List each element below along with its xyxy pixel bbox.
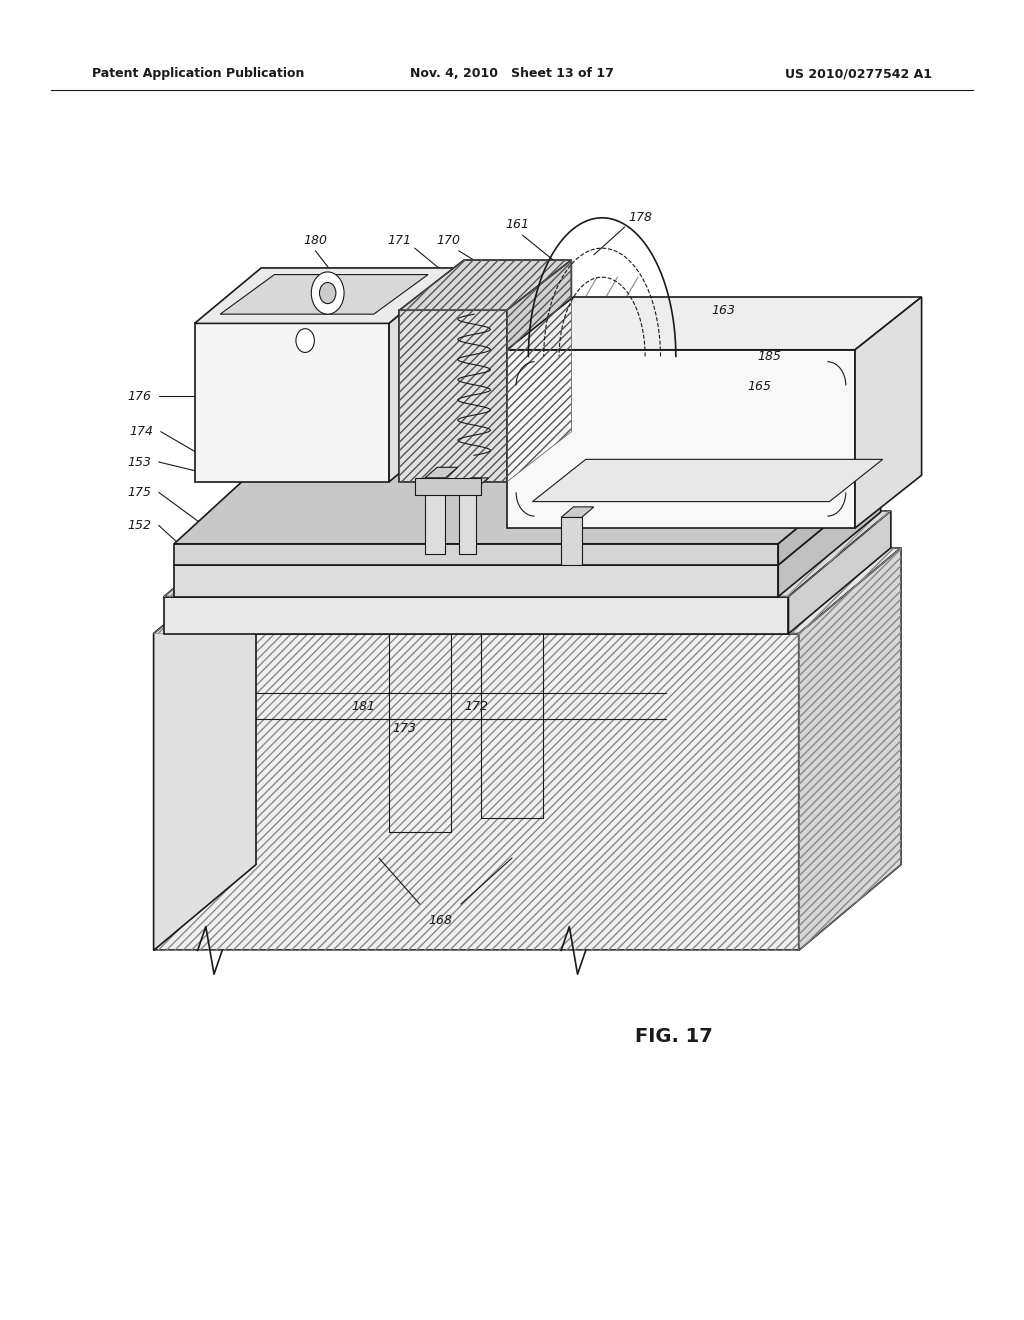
Polygon shape (154, 548, 901, 634)
Polygon shape (425, 478, 445, 554)
Text: 170: 170 (436, 234, 461, 247)
Polygon shape (164, 511, 891, 597)
Circle shape (319, 282, 336, 304)
Text: FIG. 17: FIG. 17 (635, 1027, 713, 1045)
Polygon shape (174, 565, 778, 597)
Text: US 2010/0277542 A1: US 2010/0277542 A1 (784, 67, 932, 81)
Polygon shape (778, 480, 881, 597)
Polygon shape (154, 634, 799, 950)
Polygon shape (164, 597, 788, 634)
Polygon shape (507, 297, 922, 350)
Text: 174: 174 (130, 425, 154, 438)
Polygon shape (399, 310, 507, 482)
Text: 172: 172 (464, 700, 488, 713)
Text: 181: 181 (351, 700, 376, 713)
Circle shape (296, 329, 314, 352)
Polygon shape (561, 507, 594, 517)
Text: 176: 176 (128, 389, 152, 403)
Polygon shape (459, 478, 488, 488)
Text: Patent Application Publication: Patent Application Publication (92, 67, 304, 81)
Polygon shape (425, 467, 458, 478)
Text: 173: 173 (392, 722, 417, 735)
Polygon shape (174, 459, 881, 544)
Text: 175: 175 (128, 486, 152, 499)
Polygon shape (799, 548, 901, 950)
Text: 152: 152 (128, 519, 152, 532)
Polygon shape (399, 260, 571, 310)
Polygon shape (174, 544, 778, 565)
Text: 165: 165 (748, 380, 771, 393)
Polygon shape (415, 478, 481, 495)
Text: 163: 163 (712, 304, 735, 317)
Polygon shape (507, 350, 855, 528)
Polygon shape (174, 480, 881, 565)
Text: 153: 153 (128, 455, 152, 469)
Polygon shape (855, 297, 922, 528)
Polygon shape (561, 517, 582, 565)
Text: 168: 168 (428, 913, 453, 927)
Polygon shape (389, 268, 456, 482)
Polygon shape (788, 511, 891, 634)
Polygon shape (459, 488, 476, 554)
Polygon shape (507, 260, 571, 482)
Polygon shape (532, 459, 883, 502)
Circle shape (311, 272, 344, 314)
Polygon shape (778, 459, 881, 565)
Text: 178: 178 (628, 211, 652, 224)
Text: 161: 161 (505, 218, 529, 231)
Text: 180: 180 (303, 234, 328, 247)
Text: Nov. 4, 2010   Sheet 13 of 17: Nov. 4, 2010 Sheet 13 of 17 (410, 67, 614, 81)
Polygon shape (195, 323, 389, 482)
Polygon shape (154, 548, 256, 950)
Polygon shape (195, 268, 456, 323)
Polygon shape (220, 275, 428, 314)
Text: 171: 171 (387, 234, 412, 247)
Text: 185: 185 (758, 350, 781, 363)
